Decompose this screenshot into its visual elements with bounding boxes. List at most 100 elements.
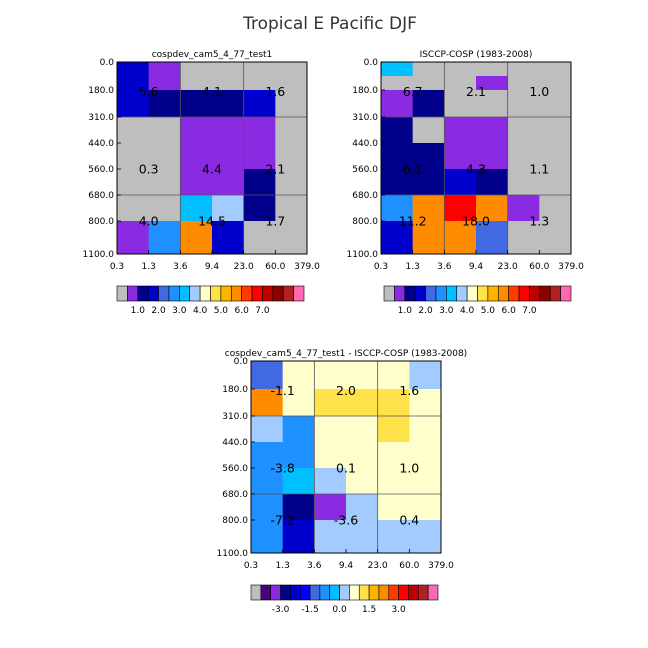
colorbar-swatch: [446, 285, 458, 302]
colorbar-swatch: [560, 285, 572, 302]
colorbar-swatch: [241, 285, 253, 302]
heatmap-cell: [314, 388, 347, 417]
y-tick-label: 680.0: [352, 191, 378, 201]
heatmap-cell: [212, 89, 244, 118]
x-tick-label: 1.3: [406, 262, 420, 272]
value-label: 2.1: [466, 84, 486, 99]
x-tick-label: 3.6: [173, 262, 188, 272]
colorbar-swatch: [116, 285, 128, 302]
y-tick-label: 1100.0: [217, 549, 249, 559]
colorbar-label: 6.0: [235, 306, 250, 316]
value-label: 1.0: [399, 461, 419, 476]
heatmap-cell: [444, 194, 477, 222]
heatmap-cell: [476, 117, 508, 144]
heatmap-cell: [507, 194, 540, 222]
y-tick-label: 560.0: [222, 464, 248, 474]
y-tick-label: 560.0: [88, 165, 114, 175]
heatmap-cell: [148, 117, 181, 144]
heatmap-cell: [275, 194, 308, 222]
heatmap-cell: [180, 220, 213, 255]
colorbar-label: 2.0: [418, 306, 433, 316]
value-label: 1.6: [265, 84, 285, 99]
value-label: 0.1: [336, 461, 356, 476]
y-tick-label: 0.0: [364, 58, 379, 68]
value-label: 4.0: [139, 213, 159, 228]
heatmap-cell: [381, 194, 413, 222]
heatmap-cell: [444, 117, 477, 144]
colorbar-swatch: [339, 584, 350, 601]
colorbar-swatch: [282, 285, 294, 302]
heatmap-cell: [117, 220, 149, 255]
heatmap-cell: [243, 220, 276, 255]
heatmap-cell: [251, 493, 283, 521]
heatmap-cell: [346, 442, 378, 469]
heatmap-cell: [251, 416, 283, 443]
colorbar-label: 4.0: [193, 306, 208, 316]
heatmap-cell: [409, 468, 442, 495]
heatmap-cell: [476, 89, 508, 118]
x-tick-label: 3.6: [437, 262, 452, 272]
heatmap-cell: [346, 361, 378, 390]
colorbar-swatch: [418, 584, 429, 601]
heatmap-cell: [507, 143, 540, 170]
heatmap-cell: [251, 519, 283, 554]
x-tick-label: 60.0: [399, 561, 419, 571]
y-tick-label: 560.0: [352, 165, 378, 175]
heatmap-cell: [539, 75, 572, 91]
heatmap-cell: [539, 89, 572, 118]
heatmap-cell: [476, 143, 508, 170]
x-tick-label: 9.4: [205, 262, 220, 272]
colorbar-label: 7.0: [255, 306, 270, 316]
x-tick-label: 23.0: [234, 262, 254, 272]
heatmap-cell: [148, 194, 181, 222]
value-label: 4.3: [466, 162, 486, 177]
colorbar-label: 1.0: [398, 306, 413, 316]
heatmap-cell: [377, 416, 410, 443]
y-tick-label: 800.0: [222, 516, 248, 526]
heatmap-cell: [148, 143, 181, 170]
colorbar-swatch: [127, 285, 139, 302]
heatmap-cell: [476, 220, 508, 255]
heatmap-cell: [381, 62, 413, 77]
colorbar-swatch: [487, 285, 499, 302]
heatmap-cell: [251, 442, 283, 469]
colorbar-swatch: [280, 584, 291, 601]
heatmap-cell: [377, 468, 410, 495]
heatmap-cell: [381, 143, 413, 170]
heatmap-cell: [444, 62, 477, 77]
heatmap-cell: [381, 89, 413, 118]
x-tick-label: 1.3: [276, 561, 290, 571]
heatmap-cell: [409, 519, 442, 554]
heatmap-cell: [507, 75, 540, 91]
colorbar-swatch: [147, 285, 159, 302]
heatmap-cell: [180, 143, 213, 170]
heatmap-cell: [346, 519, 378, 554]
colorbar-label: 4.0: [460, 306, 475, 316]
heatmap-cell: [212, 220, 244, 255]
colorbar-swatch: [529, 285, 541, 302]
heatmap-cell: [507, 62, 540, 77]
heatmap-cell: [180, 89, 213, 118]
y-tick-label: 800.0: [352, 217, 378, 227]
colorbar-label: 1.5: [362, 605, 376, 615]
heatmap-cell: [444, 143, 477, 170]
colorbar-swatch: [477, 285, 489, 302]
heatmap-cell: [282, 361, 315, 390]
colorbar-swatch: [189, 285, 201, 302]
colorbar-swatch: [319, 584, 331, 601]
colorbar-swatch: [290, 584, 301, 601]
heatmap-cell: [409, 493, 442, 521]
heatmap-cell: [507, 169, 540, 196]
colorbar-swatch: [539, 285, 551, 302]
colorbar-swatch: [394, 285, 406, 302]
value-label: -7.2: [270, 512, 294, 527]
colorbar-swatch: [230, 285, 242, 302]
heatmap-cell: [180, 194, 213, 222]
heatmap-cell: [412, 62, 445, 77]
value-label: 2.1: [265, 162, 285, 177]
colorbar-swatch: [299, 584, 311, 601]
colorbar-label: 3.0: [439, 306, 454, 316]
value-label: 6.1: [403, 162, 423, 177]
heatmap-cell: [412, 89, 445, 118]
